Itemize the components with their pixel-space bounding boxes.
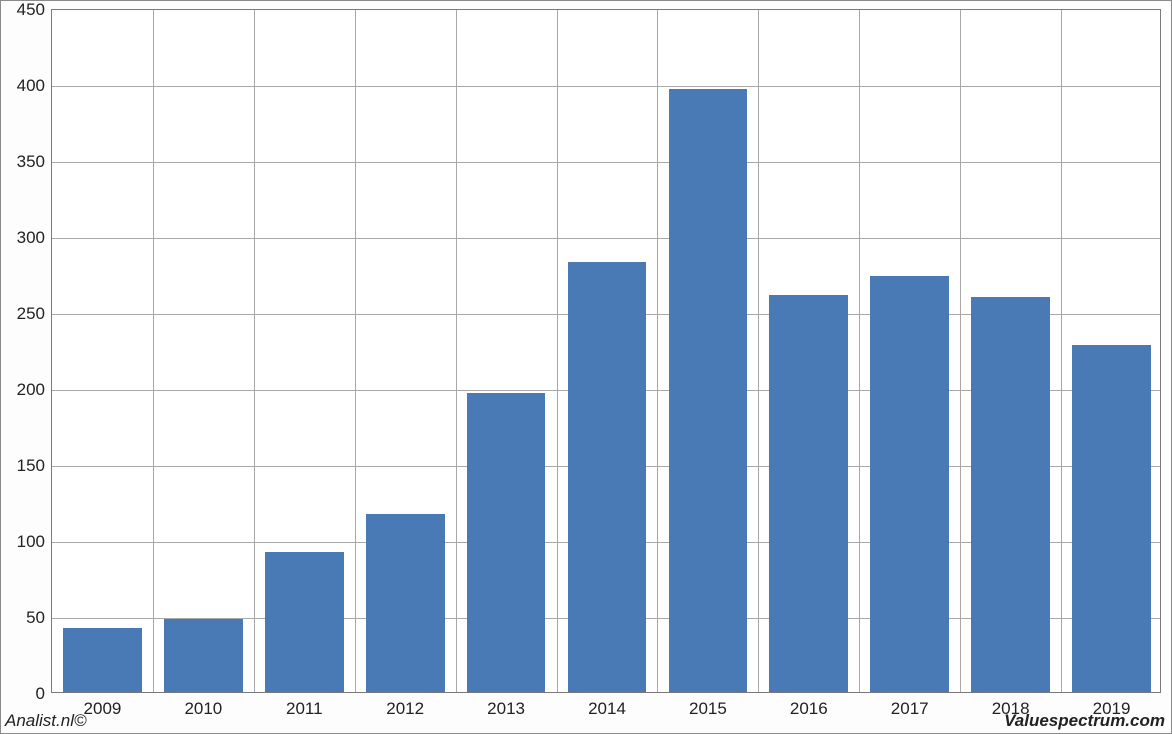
xtick-label: 2018 xyxy=(992,699,1030,719)
bar xyxy=(164,619,243,692)
bar xyxy=(63,628,142,692)
ytick-label: 350 xyxy=(1,152,45,172)
xtick-label: 2014 xyxy=(588,699,626,719)
plot-area xyxy=(51,9,1161,693)
xtick-label: 2011 xyxy=(286,699,323,719)
ytick-label: 400 xyxy=(1,76,45,96)
xtick-label: 2019 xyxy=(1093,699,1131,719)
xtick-label: 2010 xyxy=(184,699,222,719)
footer-left: Analist.nl© xyxy=(5,711,87,731)
bar xyxy=(1072,345,1151,692)
bar xyxy=(971,297,1050,692)
gridline-v xyxy=(758,10,759,692)
gridline-v xyxy=(355,10,356,692)
ytick-label: 250 xyxy=(1,304,45,324)
xtick-label: 2017 xyxy=(891,699,929,719)
ytick-label: 150 xyxy=(1,456,45,476)
xtick-label: 2012 xyxy=(386,699,424,719)
ytick-label: 300 xyxy=(1,228,45,248)
gridline-v xyxy=(1061,10,1062,692)
gridline-v xyxy=(456,10,457,692)
bar xyxy=(669,89,748,692)
xtick-label: 2016 xyxy=(790,699,828,719)
gridline-h xyxy=(52,162,1160,163)
bar xyxy=(870,276,949,692)
xtick-label: 2013 xyxy=(487,699,525,719)
ytick-label: 100 xyxy=(1,532,45,552)
bar xyxy=(769,295,848,692)
xtick-label: 2009 xyxy=(84,699,122,719)
bar xyxy=(467,393,546,692)
gridline-v xyxy=(960,10,961,692)
gridline-v xyxy=(859,10,860,692)
bar xyxy=(568,262,647,692)
xtick-label: 2015 xyxy=(689,699,727,719)
gridline-h xyxy=(52,238,1160,239)
gridline-h xyxy=(52,86,1160,87)
bar xyxy=(265,552,344,692)
ytick-label: 200 xyxy=(1,380,45,400)
ytick-label: 50 xyxy=(1,608,45,628)
gridline-v xyxy=(657,10,658,692)
gridline-v xyxy=(153,10,154,692)
chart-frame: Analist.nl© Valuespectrum.com 0501001502… xyxy=(0,0,1172,734)
gridline-v xyxy=(254,10,255,692)
ytick-label: 450 xyxy=(1,0,45,20)
bar xyxy=(366,514,445,692)
gridline-v xyxy=(557,10,558,692)
ytick-label: 0 xyxy=(1,684,45,704)
